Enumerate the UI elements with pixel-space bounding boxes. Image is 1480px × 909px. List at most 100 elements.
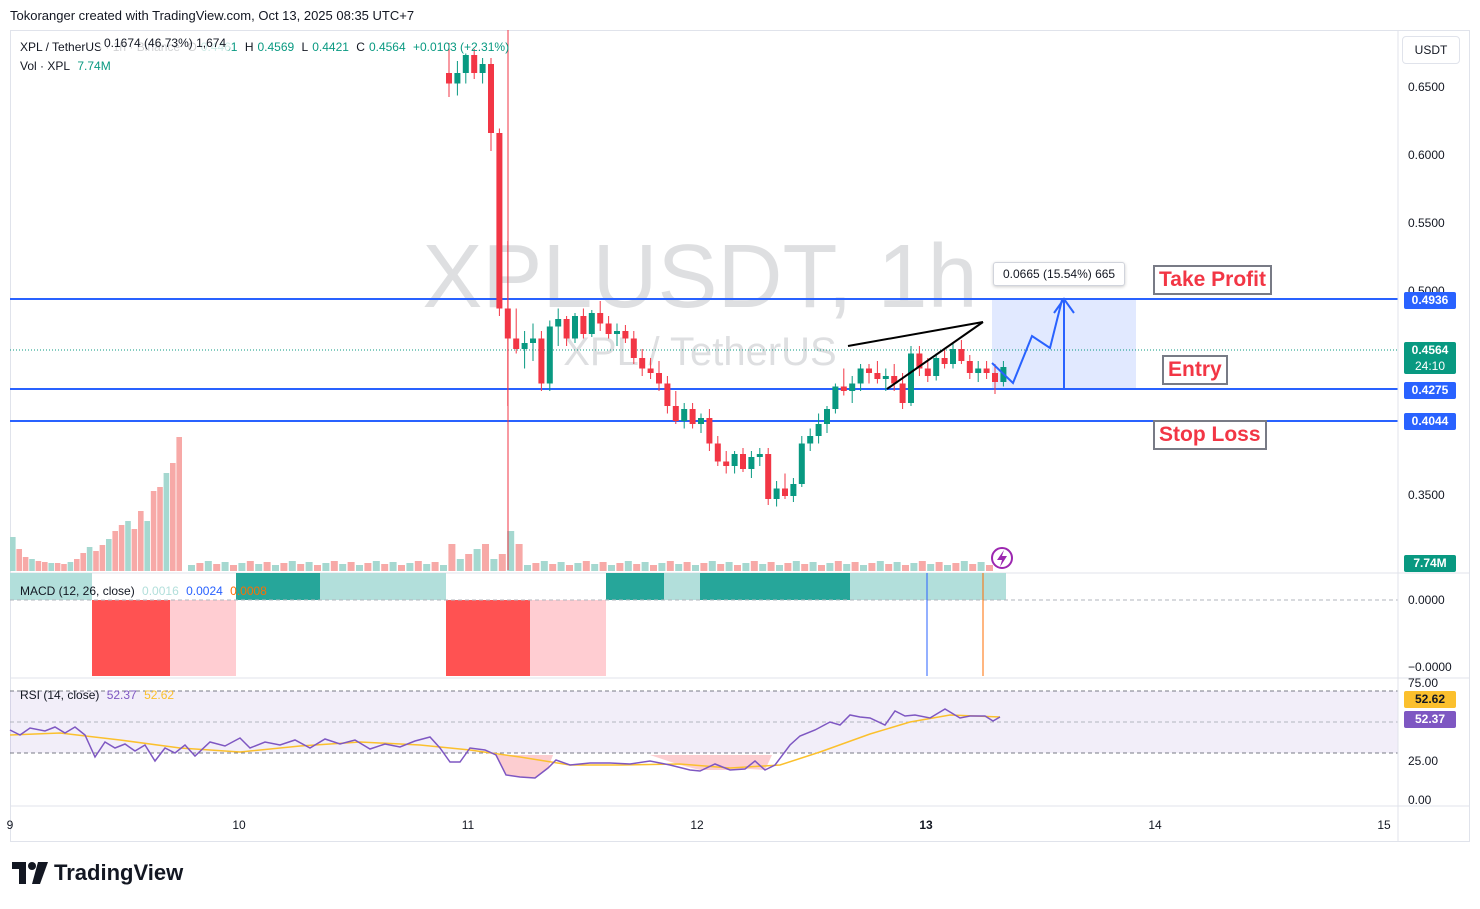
rsi-tick-25: 25.00 <box>1408 754 1439 768</box>
candle-body[interactable] <box>614 331 620 334</box>
measure-tooltip: 0.0665 (15.54%) 665 <box>993 262 1126 286</box>
volume-legend[interactable]: Vol · XPL 7.74M <box>20 59 115 73</box>
candle-body[interactable] <box>807 436 814 444</box>
volume-bar <box>986 565 993 571</box>
rsi-legend[interactable]: RSI (14, close) 52.37 52.62 <box>20 688 178 702</box>
candle-body[interactable] <box>840 386 847 392</box>
candle-body[interactable] <box>882 376 889 379</box>
candle-body[interactable] <box>992 373 998 382</box>
candle-body[interactable] <box>874 373 881 379</box>
volume-bar <box>767 562 775 571</box>
candle-body[interactable] <box>572 316 578 339</box>
candle-body[interactable] <box>513 338 520 350</box>
candle-body[interactable] <box>471 55 478 73</box>
candle-body[interactable] <box>555 319 562 327</box>
candle-body[interactable] <box>966 361 973 373</box>
candle-body[interactable] <box>891 376 898 384</box>
volume-bar <box>406 563 414 571</box>
candle-body[interactable] <box>866 368 872 374</box>
candle-body[interactable] <box>908 353 914 404</box>
volume-bar <box>35 561 42 571</box>
macd-histogram-bar <box>664 573 700 600</box>
candle-body[interactable] <box>849 383 856 392</box>
candle-body[interactable] <box>639 358 646 369</box>
volume-bar <box>230 565 237 571</box>
candle-body[interactable] <box>748 457 755 469</box>
candle-body[interactable] <box>714 443 721 462</box>
volume-bar <box>708 561 716 571</box>
candle-body[interactable] <box>782 488 788 497</box>
stop-loss-tag: 0.4044 <box>1404 413 1456 430</box>
candle-body[interactable] <box>983 368 990 374</box>
volume-bar <box>246 561 254 571</box>
candle-body[interactable] <box>689 409 696 424</box>
candle-body[interactable] <box>538 338 545 384</box>
volume-bar <box>582 561 590 571</box>
candle-body[interactable] <box>454 73 461 84</box>
rsi-ma-line <box>9 714 1001 769</box>
candle-body[interactable] <box>488 64 494 133</box>
candle-body[interactable] <box>664 383 671 407</box>
candle-body[interactable] <box>731 454 738 466</box>
candle-body[interactable] <box>622 331 629 339</box>
stop-loss-label[interactable]: Stop Loss <box>1153 420 1267 450</box>
candle-body[interactable] <box>899 383 906 404</box>
chart-frame[interactable] <box>10 30 1470 842</box>
candle-body[interactable] <box>597 313 604 324</box>
candle-body[interactable] <box>647 368 654 374</box>
price-tick: 0.5500 <box>1408 216 1445 230</box>
candle-body[interactable] <box>462 55 469 73</box>
volume-bar <box>322 563 330 571</box>
candle-body[interactable] <box>530 338 536 344</box>
candle-body[interactable] <box>521 343 528 349</box>
candle-body[interactable] <box>975 368 982 374</box>
candle-body[interactable] <box>916 353 923 369</box>
volume-bar <box>960 561 968 571</box>
tradingview-logo[interactable]: TradingView <box>12 860 183 886</box>
candle-body[interactable] <box>958 349 965 361</box>
candle-body[interactable] <box>588 313 595 334</box>
volume-bar <box>347 562 355 571</box>
candle-body[interactable] <box>723 461 730 467</box>
candle-body[interactable] <box>479 64 486 73</box>
volume-bar <box>515 544 523 571</box>
candle-body[interactable] <box>496 133 503 309</box>
projection-path <box>991 299 1063 385</box>
take-profit-label[interactable]: Take Profit <box>1153 265 1272 295</box>
volume-bar <box>591 564 599 571</box>
candle-body[interactable] <box>756 454 763 457</box>
candle-body[interactable] <box>798 443 805 485</box>
candle-body[interactable] <box>924 368 931 377</box>
currency-button[interactable]: USDT <box>1402 36 1460 64</box>
macd-legend[interactable]: MACD (12, 26, close) 0.0016 0.0024 0.000… <box>20 584 271 598</box>
candle-body[interactable] <box>740 454 746 469</box>
candle-body[interactable] <box>941 358 948 364</box>
candle-body[interactable] <box>656 373 662 384</box>
candle-body[interactable] <box>765 454 772 499</box>
candle-body[interactable] <box>546 326 553 384</box>
candle-body[interactable] <box>933 358 940 376</box>
candle-body[interactable] <box>815 424 822 436</box>
alert-icon[interactable] <box>991 547 1013 569</box>
candle-body[interactable] <box>605 323 612 335</box>
volume-bar <box>238 563 246 571</box>
candle-body[interactable] <box>857 368 864 384</box>
volume-bar <box>750 561 758 571</box>
entry-label[interactable]: Entry <box>1162 355 1228 385</box>
symbol-legend[interactable]: XPL / TetherUS · 1h · Binance O0.4461 H0… <box>20 40 513 54</box>
macd-title: MACD (12, 26, close) <box>20 584 135 598</box>
candle-body[interactable] <box>563 319 570 339</box>
candle-body[interactable] <box>706 418 713 444</box>
candle-body[interactable] <box>672 406 679 421</box>
candle-body[interactable] <box>832 386 839 410</box>
candle-body[interactable] <box>698 418 704 424</box>
candle-body[interactable] <box>580 316 587 334</box>
candle-body[interactable] <box>824 409 830 424</box>
candle-body[interactable] <box>630 338 637 359</box>
candle-body[interactable] <box>773 488 780 500</box>
candle-body[interactable] <box>446 73 452 84</box>
candle-body[interactable] <box>681 409 688 421</box>
candle-body[interactable] <box>950 349 956 364</box>
candle-body[interactable] <box>790 484 797 496</box>
